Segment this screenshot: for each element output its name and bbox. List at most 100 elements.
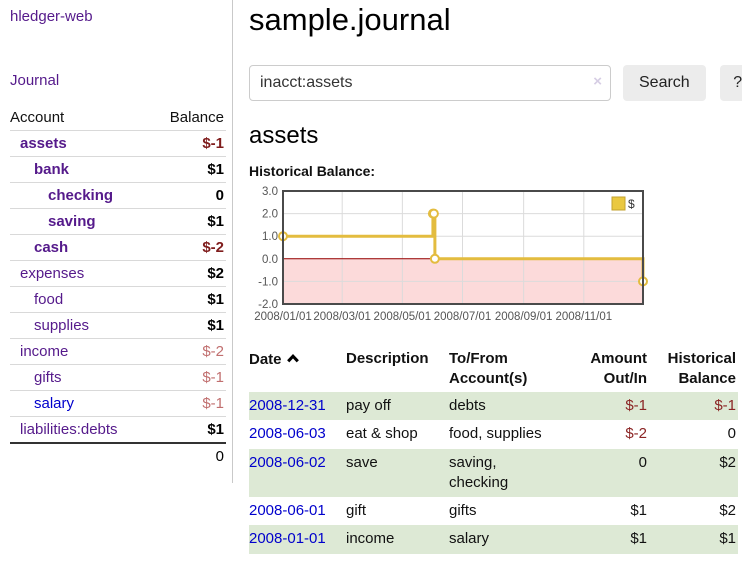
account-link-assets[interactable]: assets	[20, 135, 67, 152]
register-row: 2008-12-31 pay off debts $-1 $-1	[249, 392, 738, 421]
register-row: 2008-06-02 save saving, checking 0 $2	[249, 448, 738, 497]
transaction-date-link[interactable]: 2008-01-01	[249, 530, 326, 548]
account-balance: $-1	[202, 369, 224, 386]
svg-text:2008/11/01: 2008/11/01	[555, 311, 612, 323]
account-balance: $-1	[202, 395, 224, 412]
account-row-cash: cash $-2	[10, 234, 226, 261]
transaction-balance: 0	[727, 425, 736, 443]
transaction-balance: $-1	[714, 397, 736, 414]
account-heading: assets	[249, 122, 319, 149]
transaction-amount: 0	[638, 453, 647, 471]
transaction-description: gift	[346, 502, 367, 519]
balance-column-header: Balance	[169, 109, 224, 126]
page-title: sample.journal	[249, 2, 451, 37]
account-link-food[interactable]: food	[34, 291, 64, 308]
account-link-gifts[interactable]: gifts	[34, 369, 62, 386]
svg-text:3.0: 3.0	[262, 186, 278, 198]
register-header-row: Date Description To/From Account(s) Amou…	[249, 347, 738, 392]
account-balance: 0	[215, 187, 224, 204]
chart-title: Historical Balance:	[249, 163, 376, 179]
transaction-balance: $1	[719, 530, 736, 548]
account-row-income: income $-2	[10, 338, 226, 365]
transaction-amount: $-2	[625, 425, 647, 443]
transaction-date-link[interactable]: 2008-06-02	[249, 453, 326, 471]
account-link-income[interactable]: income	[20, 343, 69, 360]
account-row-expenses: expenses $2	[10, 260, 226, 287]
transaction-accounts: gifts	[449, 502, 477, 519]
accounts-header-row: Account Balance	[10, 106, 226, 131]
svg-text:1.0: 1.0	[262, 231, 278, 243]
register-row: 2008-06-03 eat & shop food, supplies $-2…	[249, 420, 738, 448]
sort-ascending-icon	[286, 349, 300, 369]
transaction-balance: $2	[719, 453, 736, 471]
search-input[interactable]	[249, 65, 611, 101]
register-table: Date Description To/From Account(s) Amou…	[249, 347, 738, 554]
sidebar-item-journal[interactable]: Journal	[10, 72, 60, 89]
account-row-salary: salary $-1	[10, 390, 226, 417]
account-link-checking[interactable]: checking	[48, 187, 114, 204]
account-balance: $1	[207, 421, 224, 438]
search-button[interactable]: Search	[623, 65, 706, 101]
account-link-liabilities-debts[interactable]: liabilities:debts	[20, 421, 118, 438]
register-header-balance: Historical Balance	[667, 350, 736, 387]
account-row-supplies: supplies $1	[10, 312, 226, 339]
transaction-balance: $2	[719, 502, 736, 519]
transaction-accounts: debts	[449, 397, 486, 414]
transaction-amount: $-1	[625, 397, 647, 414]
register-header-accounts: To/From Account(s)	[449, 350, 528, 387]
transaction-description: income	[346, 530, 395, 548]
register-row: 2008-01-01 income salary $1 $1	[249, 525, 738, 554]
account-balance: $-1	[202, 135, 224, 152]
main-content: sample.journal × Search ? assets Histori…	[233, 0, 742, 554]
transaction-accounts: food, supplies	[449, 425, 542, 443]
transaction-date-link[interactable]: 2008-06-01	[249, 502, 326, 519]
account-row-saving: saving $1	[10, 208, 226, 235]
svg-text:2008/05/01: 2008/05/01	[374, 311, 432, 323]
account-link-expenses[interactable]: expenses	[20, 265, 85, 282]
account-column-header: Account	[10, 109, 65, 126]
transaction-description: save	[346, 453, 378, 471]
transaction-description: pay off	[346, 397, 391, 414]
account-balance: $1	[207, 317, 224, 334]
account-row-food: food $1	[10, 286, 226, 313]
transaction-amount: $1	[630, 530, 647, 548]
accounts-table: Account Balance assets $-1 bank $1 check…	[10, 106, 226, 469]
account-balance: $2	[207, 265, 224, 282]
transaction-date-link[interactable]: 2008-06-03	[249, 425, 326, 443]
transaction-accounts: saving, checking	[449, 453, 509, 491]
transaction-date-link[interactable]: 2008-12-31	[249, 397, 326, 414]
transaction-accounts: salary	[449, 530, 490, 548]
app-layout: hledger-web Journal Account Balance asse…	[10, 0, 742, 554]
clear-search-icon[interactable]: ×	[593, 73, 602, 90]
app-title-link[interactable]: hledger-web	[10, 8, 93, 25]
register-header-description: Description	[346, 350, 429, 367]
account-balance: $1	[207, 213, 224, 230]
transaction-amount: $1	[630, 502, 647, 519]
account-row-bank: bank $1	[10, 156, 226, 183]
account-link-salary[interactable]: salary	[34, 395, 75, 412]
account-balance: $1	[207, 161, 224, 178]
account-link-saving[interactable]: saving	[48, 213, 96, 230]
svg-text:-1.0: -1.0	[258, 276, 278, 288]
svg-text:$: $	[628, 197, 635, 211]
svg-text:-2.0: -2.0	[258, 299, 278, 311]
account-balance: $-2	[202, 343, 224, 360]
register-header-amount: Amount Out/In	[590, 350, 647, 387]
account-link-cash[interactable]: cash	[34, 239, 69, 256]
account-balance: $1	[207, 291, 224, 308]
help-button[interactable]: ?	[719, 65, 742, 101]
account-link-supplies[interactable]: supplies	[34, 317, 90, 334]
svg-text:2008/03/01: 2008/03/01	[313, 311, 371, 323]
account-link-bank[interactable]: bank	[34, 161, 70, 178]
accounts-total-row: 0	[10, 443, 226, 469]
svg-text:0.0: 0.0	[262, 254, 278, 266]
account-row-gifts: gifts $-1	[10, 364, 226, 391]
register-row: 2008-06-01 gift gifts $1 $2	[249, 497, 738, 525]
register-header-date[interactable]: Date	[249, 347, 346, 392]
transaction-description: eat & shop	[346, 425, 418, 443]
svg-text:2.0: 2.0	[262, 209, 278, 221]
search-form: × Search ?	[249, 65, 742, 101]
svg-text:2008/09/01: 2008/09/01	[495, 311, 553, 323]
historical-balance-chart: 3.0 2.0 1.0 0.0 -1.0 -2.0 2008/01/01 2008/03/01…	[249, 185, 742, 332]
